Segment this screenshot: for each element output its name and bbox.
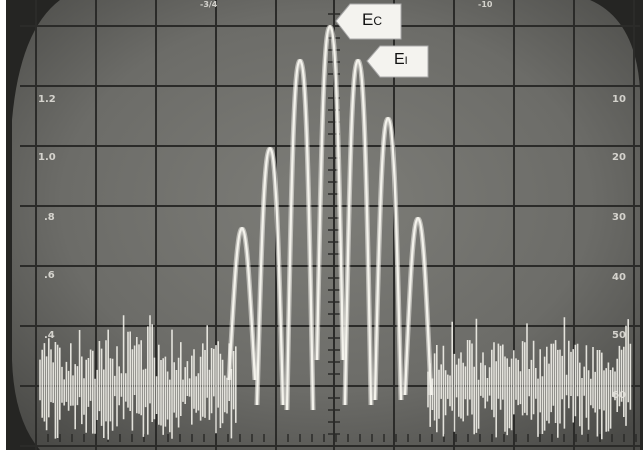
fringe-lobe-7 <box>403 216 433 396</box>
scale-left-label-4: .6 <box>44 270 55 281</box>
fringe-lobe-6 <box>375 116 404 401</box>
noise-floor-trace <box>39 315 632 440</box>
marker-ei-label: EI <box>394 51 408 69</box>
marker-ec-label: EC <box>362 10 382 30</box>
top-mark-left: -3/4 <box>200 0 218 9</box>
scale-left-label-3: .8 <box>44 212 55 223</box>
marker-ei-main: E <box>394 51 405 68</box>
noise-floor-right <box>427 317 632 440</box>
marker-ei-sub: I <box>404 55 408 67</box>
fringe-lobe-2 <box>257 146 286 406</box>
fringe-lobe-2 <box>255 146 285 406</box>
fringe-lobe-5 <box>345 58 374 406</box>
scale-left-label-5: .4 <box>44 330 55 341</box>
scale-left-label-1: 1.2 <box>38 94 56 105</box>
scale-right-label-6: 60 <box>612 390 626 401</box>
scale-right-label-1: 10 <box>612 94 626 105</box>
fringe-lobe-3 <box>287 58 316 411</box>
marker-ec-sub: C <box>373 14 383 28</box>
scale-right-label-3: 30 <box>612 212 626 223</box>
marker-ec-main: E <box>362 10 374 29</box>
scale-left-label-2: 1.0 <box>38 152 56 163</box>
scale-right-label-4: 40 <box>612 272 626 283</box>
fringe-lobe-1 <box>229 226 258 381</box>
scale-right-label-5: 50 <box>612 330 626 341</box>
fringe-lobe-7 <box>402 216 431 396</box>
fringe-lobe-7 <box>405 216 434 396</box>
fringe-lobe-4 <box>317 24 346 361</box>
fringe-lobe-2 <box>254 146 283 406</box>
marker-ec-shape <box>335 3 402 40</box>
scale-right-label-2: 20 <box>612 152 626 163</box>
marker-ei-shape <box>366 45 429 78</box>
center-axis-ticks <box>35 13 637 447</box>
fringe-lobe-6 <box>373 116 403 401</box>
phosphor-screen <box>12 0 640 450</box>
interference-lobes <box>226 24 434 411</box>
fringe-lobe-6 <box>372 116 401 401</box>
noise-floor-left <box>39 315 237 440</box>
top-mark-right: -10 <box>478 0 493 9</box>
